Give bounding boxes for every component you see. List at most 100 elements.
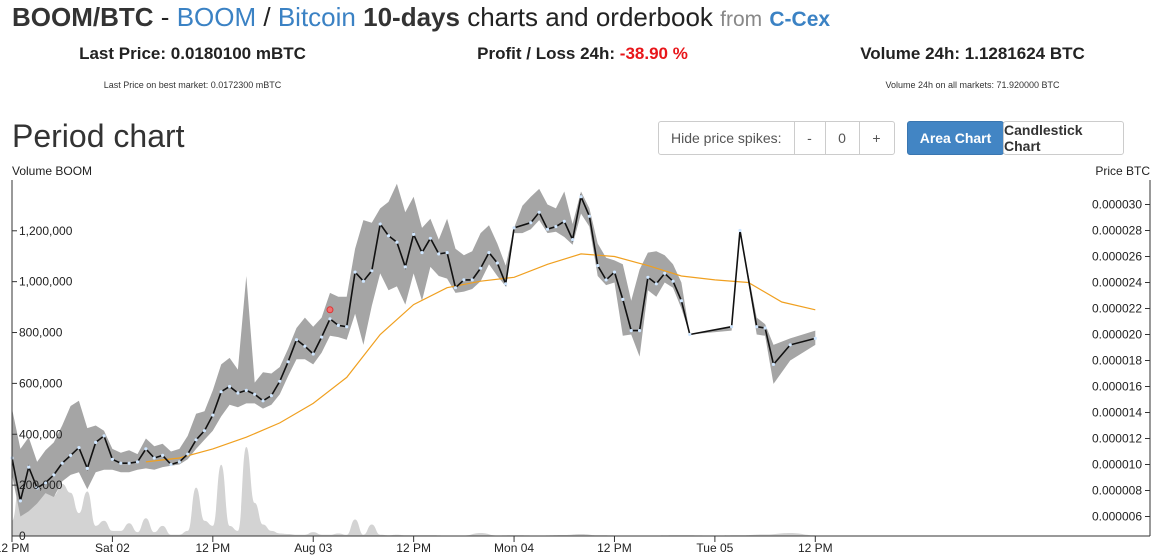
page-title: BOOM/BTC - BOOM / Bitcoin 10-days charts… (12, 0, 830, 37)
title-slash: / (263, 2, 271, 32)
price-point (119, 461, 123, 465)
price-point (60, 461, 64, 465)
price-point (646, 275, 650, 279)
price-point (68, 453, 73, 457)
price-point (227, 384, 232, 389)
price-point (395, 240, 399, 244)
price-point (462, 278, 466, 282)
price-point (378, 222, 382, 226)
spikes-decrease-button[interactable]: - (793, 122, 825, 154)
x-tick-label: 12 PM (597, 541, 632, 555)
price-point (813, 336, 817, 340)
price-point (269, 394, 273, 398)
profit-loss-value: -38.90 % (619, 44, 688, 63)
volume-label: Volume 24h: (860, 44, 961, 63)
price-point (152, 456, 156, 460)
right-tick-label: 0.000020 (1092, 328, 1142, 342)
price-point (194, 438, 198, 442)
price-point (604, 278, 608, 282)
price-point (571, 238, 575, 242)
price-point (596, 264, 600, 268)
price-point (336, 323, 340, 327)
moving-average-line (145, 253, 816, 463)
left-tick-label: 600,000 (19, 376, 63, 390)
price-point (730, 325, 734, 329)
right-tick-label: 0.000030 (1092, 198, 1142, 212)
price-point (361, 279, 366, 283)
price-point (579, 195, 583, 199)
price-point (738, 228, 742, 233)
price-range-band (12, 183, 816, 517)
right-tick-label: 0.000018 (1092, 354, 1142, 368)
right-tick-label: 0.000026 (1092, 250, 1142, 264)
price-point (278, 379, 282, 383)
period-chart-title: Period chart (12, 118, 185, 154)
candlestick-chart-button[interactable]: Candlestick Chart (1003, 121, 1124, 155)
price-point (755, 325, 759, 329)
right-tick-label: 0.000008 (1092, 484, 1142, 498)
base-link[interactable]: Bitcoin (277, 2, 356, 32)
volume-stat: Volume 24h: 1.1281624 BTC (820, 44, 1125, 64)
area-chart-button[interactable]: Area Chart (907, 121, 1004, 155)
price-point (294, 338, 299, 342)
x-tick-label: 12 PM (396, 541, 431, 555)
last-price-value: 0.0180100 mBTC (170, 44, 306, 63)
price-point (562, 219, 566, 223)
price-point (428, 236, 432, 240)
left-tick-label: 1,200,000 (19, 224, 73, 238)
price-point (637, 329, 642, 333)
coin-link[interactable]: BOOM (176, 2, 257, 32)
price-point (445, 251, 449, 255)
price-point (487, 251, 491, 255)
last-price-label: Last Price: (79, 44, 167, 63)
price-point (43, 481, 48, 485)
left-tick-label: 200,000 (19, 478, 63, 492)
right-tick-label: 0.000022 (1092, 302, 1142, 316)
price-point (679, 299, 684, 303)
right-tick-label: 0.000012 (1092, 432, 1142, 446)
spikes-increase-button[interactable]: + (858, 122, 894, 154)
volume-value: 1.1281624 BTC (964, 44, 1085, 63)
spikes-value: 0 (824, 122, 859, 154)
x-tick-label: Sat 02 (95, 541, 130, 555)
right-tick-label: 0.000024 (1092, 276, 1142, 290)
price-point (177, 460, 181, 464)
price-point (420, 251, 424, 255)
price-point (169, 462, 173, 467)
exchange-link[interactable]: C-Cex (769, 8, 831, 31)
price-point (612, 270, 617, 274)
price-point (453, 286, 458, 290)
price-point (27, 465, 31, 469)
price-point (236, 391, 240, 395)
title-dash: - (160, 2, 170, 32)
price-point (621, 297, 625, 301)
price-point (495, 261, 499, 265)
price-point (144, 447, 148, 451)
price-point (328, 317, 332, 321)
price-point (370, 269, 374, 273)
price-point (554, 225, 558, 229)
left-axis-label: Volume BOOM (12, 164, 92, 178)
price-point (512, 226, 516, 230)
price-point (110, 457, 115, 461)
price-point (211, 413, 215, 417)
price-point (253, 392, 257, 396)
price-point (202, 429, 207, 433)
price-point (244, 388, 248, 392)
left-tick-label: 1,000,000 (19, 275, 73, 289)
x-tick-label: Mon 04 (494, 541, 534, 555)
last-price-stat: Last Price: 0.0180100 mBTC (40, 44, 345, 64)
price-point (412, 232, 416, 236)
price-point (629, 329, 633, 333)
price-point (261, 399, 265, 403)
price-point (311, 352, 315, 356)
price-line (11, 194, 816, 502)
price-point (127, 461, 131, 465)
price-point (135, 460, 140, 464)
x-tick-label: 12 PM (798, 541, 833, 555)
left-tick-label: 800,000 (19, 326, 63, 340)
left-tick-label: 400,000 (19, 427, 63, 441)
highlight-marker (326, 306, 334, 314)
price-point (286, 360, 290, 364)
price-point (478, 266, 483, 270)
